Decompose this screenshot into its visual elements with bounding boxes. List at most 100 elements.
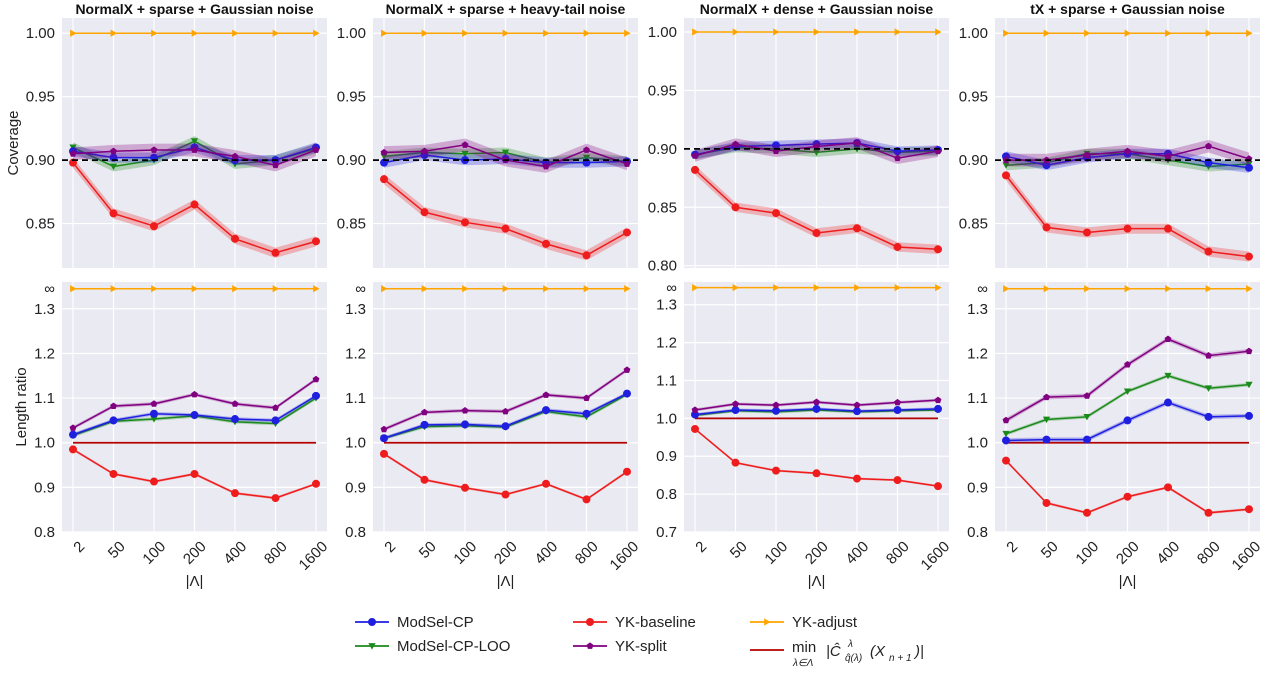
data-point-yk-adjust: [692, 284, 699, 292]
data-point-yk-baseline: [542, 479, 551, 488]
legend-entry-modsel-cp-loo: ModSel-CP-LOO: [355, 638, 510, 655]
data-point-yk-split: [1083, 392, 1091, 399]
panel-1-1: 0.8 0.9 1.0 1.1 1.2 1.3 ∞ 2 50 100 200 400 800 1600 |Λ…: [345, 281, 642, 590]
data-point-yk-split: [1083, 151, 1091, 158]
series-yk-adjust: [692, 28, 942, 36]
x-tick-label: 50: [727, 538, 751, 562]
data-point-yk-baseline: [1083, 228, 1092, 237]
series-yk-split: [380, 138, 631, 173]
x-tick-label: 200: [180, 538, 210, 568]
x-tick-label: 400: [1153, 538, 1183, 568]
y-tick-label: 1.00: [337, 25, 366, 42]
data-point-yk-split: [772, 401, 780, 409]
data-point-modsel-cp-loo: [812, 149, 821, 156]
confidence-band-yk-baseline: [384, 174, 627, 261]
data-point-yk-adjust: [854, 28, 861, 36]
data-point-modsel-cp-loo: [1164, 372, 1172, 380]
y-tick-label: 1.2: [345, 345, 366, 362]
data-point-yk-baseline: [109, 209, 118, 218]
data-point-yk-baseline: [691, 424, 700, 433]
data-point-yk-adjust: [543, 29, 550, 37]
y-axis-label-length-ratio: Length ratio: [13, 367, 30, 446]
data-point-modsel-cp-loo: [1204, 385, 1213, 392]
x-tick-label: 800: [883, 538, 913, 568]
data-point-yk-split: [150, 400, 158, 407]
data-point-modsel-cp: [271, 416, 280, 425]
data-point-yk-adjust: [1003, 285, 1010, 293]
legend-label-close: )|: [913, 643, 924, 660]
series-modsel-cp-loo: [1002, 372, 1253, 438]
data-point-yk-adjust: [110, 29, 118, 37]
legend-label-sup: λ: [847, 639, 853, 650]
confidence-band-yk-baseline: [1006, 170, 1249, 262]
data-point-yk-split: [691, 152, 699, 159]
data-point-yk-split: [732, 400, 739, 407]
series-yk-baseline: [69, 157, 320, 258]
infinity-tick-label: ∞: [977, 281, 988, 298]
y-tick-label: 1.3: [34, 301, 55, 318]
data-point-yk-split: [421, 408, 428, 416]
x-tick-label: 200: [1113, 538, 1143, 568]
data-point-modsel-cp: [109, 416, 118, 425]
legend-entry-yk-adjust: YK-adjust: [750, 614, 858, 631]
y-tick-label: 1.3: [345, 301, 366, 318]
confidence-band-modsel-cp: [1006, 148, 1249, 173]
data-point-modsel-cp: [149, 409, 158, 418]
legend-marker: [368, 643, 376, 650]
data-point-yk-baseline: [311, 237, 320, 246]
data-point-modsel-cp: [582, 409, 591, 418]
series-yk-adjust: [381, 285, 631, 293]
x-tick-label: 50: [416, 538, 440, 562]
data-point-yk-split: [312, 146, 320, 153]
data-point-yk-adjust: [1165, 285, 1172, 293]
data-point-yk-split: [1124, 360, 1131, 368]
x-tick-label: 200: [491, 538, 521, 568]
series-yk-split: [69, 375, 320, 431]
y-tick-label: 0.9: [656, 448, 677, 465]
data-point-yk-baseline: [1164, 224, 1173, 233]
data-point-yk-adjust: [313, 29, 320, 37]
data-point-modsel-cp-loo: [1123, 388, 1132, 395]
data-point-yk-split: [461, 406, 469, 414]
legend-label-tail: (X: [870, 643, 886, 660]
data-point-yk-baseline: [731, 458, 740, 467]
x-tick-label: 1600: [296, 538, 332, 574]
data-point-yk-baseline: [271, 494, 280, 503]
x-axis-label: |Λ|: [808, 573, 826, 590]
data-point-yk-adjust: [1084, 285, 1091, 293]
data-point-yk-split: [1043, 393, 1050, 401]
data-point-modsel-cp: [1123, 416, 1132, 425]
data-point-modsel-cp: [460, 420, 469, 429]
y-tick-label: 0.85: [26, 216, 55, 233]
data-point-yk-baseline: [420, 475, 429, 484]
data-point-modsel-cp: [420, 420, 429, 429]
data-point-modsel-cp-loo: [461, 150, 469, 158]
data-point-yk-baseline: [623, 228, 632, 237]
data-point-modsel-cp: [1042, 435, 1051, 444]
data-point-yk-adjust: [151, 29, 158, 37]
data-point-yk-split: [1164, 335, 1172, 343]
y-tick-label: 1.0: [345, 435, 366, 452]
data-point-yk-split: [312, 375, 320, 383]
data-point-yk-split: [231, 400, 239, 407]
data-point-yk-split: [1245, 347, 1253, 355]
series-yk-split: [69, 143, 320, 172]
data-point-modsel-cp-loo: [501, 149, 510, 157]
data-point-yk-split: [1164, 152, 1172, 160]
data-point-yk-split: [934, 396, 942, 404]
data-point-yk-baseline: [1204, 508, 1213, 517]
data-point-yk-adjust: [232, 29, 239, 37]
data-point-yk-adjust: [313, 285, 320, 293]
data-point-yk-adjust: [813, 284, 821, 292]
data-point-yk-split: [191, 146, 198, 153]
data-point-yk-split: [894, 154, 901, 162]
panel-1-0: 0.8 0.9 1.0 1.1 1.2 1.3 ∞ 2 50 100 200 400 800 1600 |Λ…: [34, 281, 331, 590]
y-tick-label: 0.95: [26, 89, 55, 106]
data-point-yk-baseline: [230, 489, 239, 498]
data-point-yk-baseline: [271, 248, 280, 257]
y-tick-label: 0.85: [337, 216, 366, 233]
data-point-yk-adjust: [191, 285, 199, 293]
data-point-modsel-cp-loo: [1002, 162, 1010, 169]
series-modsel-cp: [69, 391, 320, 439]
